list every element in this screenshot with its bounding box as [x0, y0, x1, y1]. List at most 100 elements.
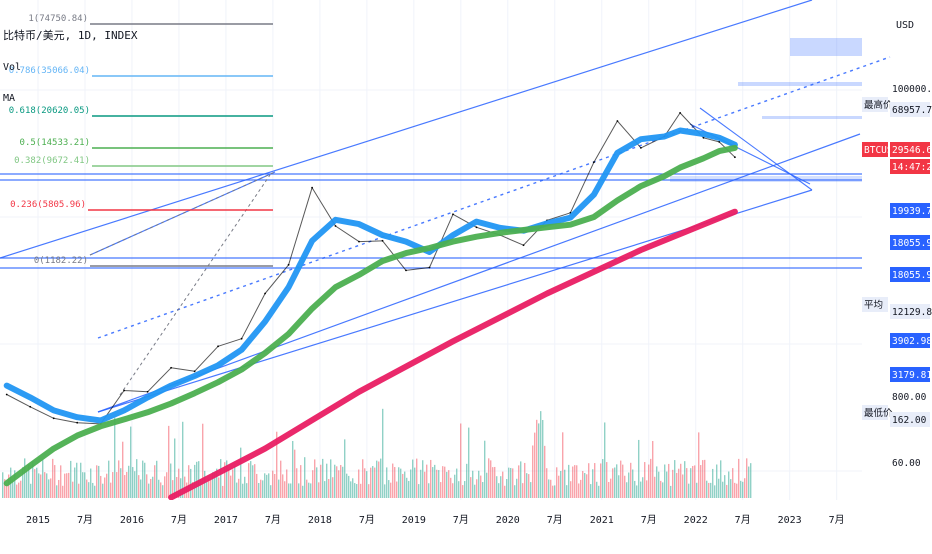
fib-level-label: 0.236(5805.96): [10, 200, 86, 210]
volume-bar: [662, 482, 664, 498]
volume-bar: [396, 481, 398, 498]
volume-bar: [202, 423, 204, 498]
volume-bar: [140, 479, 142, 498]
volume-bar: [672, 469, 674, 498]
volume-bar: [584, 472, 586, 498]
fib-trend-dashed[interactable]: [119, 174, 271, 396]
volume-bar: [420, 469, 422, 498]
series-point-0: [640, 147, 642, 149]
volume-bar: [148, 483, 150, 498]
volume-bar: [538, 423, 540, 498]
volume-bar: [496, 476, 498, 498]
volume-bar: [522, 483, 524, 498]
volume-bar: [680, 463, 682, 498]
volume-bar: [682, 474, 684, 498]
volume-bar: [582, 470, 584, 498]
volume-bar: [554, 485, 556, 498]
series-point-0: [522, 244, 525, 247]
volume-bar: [444, 466, 446, 498]
volume-bar: [222, 485, 224, 498]
volume-bar: [132, 467, 134, 498]
volume-bar: [462, 485, 464, 498]
volume-bar: [558, 475, 560, 498]
price-tag-bg: [890, 203, 930, 218]
volume-bar: [520, 461, 522, 498]
volume-bar: [156, 460, 158, 498]
price-axis-label: 14:47:25: [892, 162, 932, 173]
price-range-box[interactable]: [738, 82, 862, 86]
falling-wedge-top[interactable]: [699, 107, 813, 191]
time-axis-label: 2015: [26, 515, 50, 526]
volume-bar: [264, 473, 266, 498]
volume-bar: [744, 478, 746, 498]
price-range-box[interactable]: [790, 38, 862, 56]
volume-bar: [96, 465, 98, 498]
volume-bar: [378, 461, 380, 498]
volume-bar: [648, 464, 650, 498]
volume-bar: [586, 474, 588, 498]
volume-bar: [358, 469, 360, 498]
volume-bar: [518, 465, 520, 498]
trend-line[interactable]: [0, 0, 813, 259]
volume-bar: [434, 464, 436, 498]
volume-bar: [306, 479, 308, 498]
volume-bar: [58, 479, 60, 498]
price-range-box[interactable]: [762, 116, 862, 119]
volume-bar: [210, 479, 212, 498]
time-axis-label: 2021: [590, 515, 614, 526]
volume-bar: [160, 482, 162, 498]
volume-bar: [436, 469, 438, 498]
volume-bar: [612, 468, 614, 498]
volume-bar: [352, 478, 354, 498]
fib-level-label: 0(1182.22): [34, 256, 88, 266]
fib-retracement[interactable]: 1(74750.84) 0.786(35066.04) 0.618(20620.05…: [9, 14, 273, 267]
series-point-0: [718, 141, 721, 143]
volume-bar: [544, 445, 546, 498]
time-axis-label: 7月: [453, 514, 469, 526]
volume-bar: [528, 474, 530, 498]
volume-bar: [720, 460, 722, 498]
series-point-0: [146, 390, 149, 393]
volume-bar: [342, 466, 344, 498]
volume-bar: [492, 467, 494, 498]
volume-bar: [320, 464, 322, 498]
volume-bar: [86, 479, 88, 498]
volume-bar: [70, 460, 72, 498]
series-point-0: [240, 337, 243, 340]
volume-bar: [314, 459, 316, 498]
volume-bar: [6, 483, 8, 498]
volume-bar: [82, 472, 84, 498]
volume-bar: [94, 485, 96, 498]
volume-bar: [146, 474, 148, 498]
volume-bar: [562, 432, 564, 498]
volume-bar: [418, 484, 420, 498]
ma-indicator-label[interactable]: MA: [3, 93, 15, 104]
dotted-mid-line[interactable]: [97, 56, 891, 339]
price-axis-label: 60.00: [892, 458, 921, 469]
volume-bar: [230, 475, 232, 498]
volume-bar: [536, 419, 538, 498]
price-range-box[interactable]: [670, 176, 862, 182]
price-axis-label: 最高价: [864, 99, 893, 111]
volume-bar: [486, 472, 488, 498]
price-axis-label: 100000.00: [892, 84, 932, 95]
volume-bar: [174, 438, 176, 498]
volume-bar: [614, 467, 616, 498]
volume-bar: [14, 470, 16, 498]
volume-bar: [66, 473, 68, 498]
price-axis-label: BTCUSD: [864, 145, 899, 156]
volume-bar: [214, 472, 216, 498]
series-point-0: [76, 421, 79, 424]
drawing-lines[interactable]: [0, 0, 891, 413]
series-line-1: [3, 127, 738, 424]
volume-bar: [274, 473, 276, 498]
volume-bar: [566, 485, 568, 498]
vol-indicator-label[interactable]: Vol: [3, 62, 21, 73]
fib-trend-dashed[interactable]: [89, 171, 276, 256]
volume-bar: [234, 466, 236, 498]
volume-bar: [4, 479, 6, 498]
volume-bar: [410, 469, 412, 498]
volume-bar: [718, 478, 720, 498]
